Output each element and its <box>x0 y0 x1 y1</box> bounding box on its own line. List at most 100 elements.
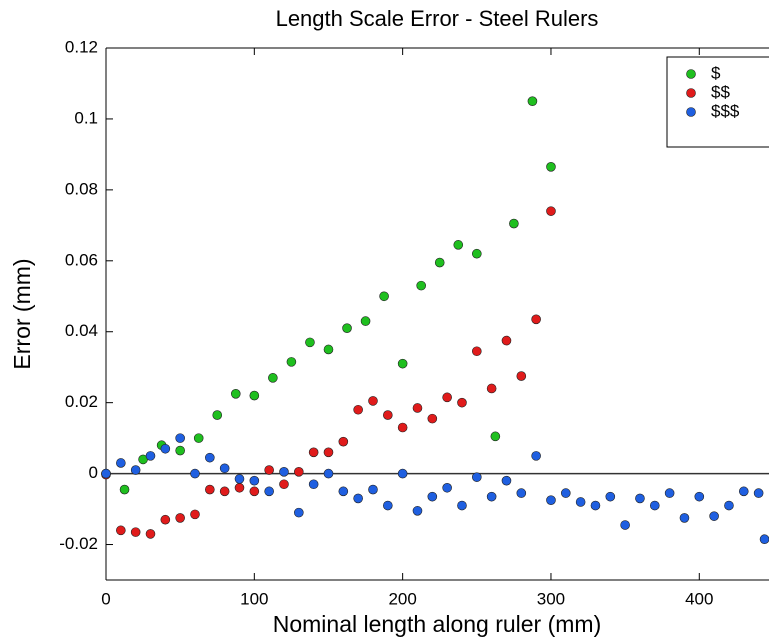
legend-box <box>666 56 769 148</box>
legend-marker <box>686 88 696 98</box>
data-point <box>397 422 408 433</box>
legend-label: $ <box>711 63 721 82</box>
data-point <box>294 507 304 518</box>
data-point <box>308 447 319 458</box>
data-point <box>294 467 304 477</box>
data-point <box>190 468 200 479</box>
data-point <box>383 500 393 511</box>
data-point <box>605 491 616 502</box>
data-point <box>338 436 349 447</box>
data-point <box>501 475 512 486</box>
data-point <box>546 206 556 216</box>
data-point <box>531 314 541 325</box>
data-point <box>664 488 675 498</box>
x-axis-label: Nominal length along ruler (mm) <box>273 611 602 637</box>
data-point <box>249 486 260 497</box>
data-point <box>575 497 586 507</box>
legend-marker <box>686 69 696 79</box>
data-point <box>490 431 501 442</box>
data-point <box>427 491 438 502</box>
data-point <box>560 488 571 498</box>
data-point <box>501 335 512 346</box>
data-point <box>434 257 445 268</box>
data-point <box>190 509 200 520</box>
data-point <box>442 482 452 493</box>
data-point <box>249 475 260 486</box>
data-point <box>649 500 660 511</box>
data-point <box>160 443 171 454</box>
data-point <box>342 323 352 333</box>
data-point <box>679 513 690 523</box>
data-point <box>486 383 497 394</box>
data-point <box>509 218 519 229</box>
y-tick-label: 0 <box>89 463 98 482</box>
y-tick-label: 0.06 <box>65 250 98 269</box>
data-point <box>234 474 245 484</box>
legend-label: $$$ <box>711 101 740 120</box>
data-point <box>753 488 764 498</box>
data-point <box>353 404 363 415</box>
data-point <box>323 344 334 355</box>
data-point <box>360 316 371 326</box>
data-point <box>472 472 482 482</box>
y-tick-label: 0.12 <box>65 37 98 56</box>
data-point <box>175 445 185 456</box>
data-point <box>383 410 393 420</box>
data-point <box>397 468 408 479</box>
data-point <box>308 479 319 490</box>
x-tick-label: 0 <box>101 589 110 608</box>
data-point <box>212 410 223 420</box>
data-point <box>145 451 156 461</box>
data-point <box>193 433 204 443</box>
data-point <box>724 500 734 511</box>
data-point <box>759 534 769 545</box>
data-point <box>323 447 334 458</box>
data-point <box>416 280 426 291</box>
y-tick-label: 0.04 <box>65 321 98 340</box>
data-point <box>268 373 278 383</box>
data-point <box>635 493 645 504</box>
data-point <box>175 433 185 443</box>
data-point <box>368 484 378 495</box>
data-point <box>286 357 297 367</box>
legend: $$$$$$ <box>666 56 769 148</box>
x-tick-label: 200 <box>388 589 416 608</box>
data-point <box>353 493 363 504</box>
data-point <box>119 484 130 495</box>
data-point <box>442 392 452 403</box>
data-point <box>472 346 482 357</box>
x-tick-label: 100 <box>240 589 268 608</box>
data-point <box>397 358 408 369</box>
data-point <box>160 514 171 525</box>
data-point <box>368 396 378 406</box>
data-point <box>457 397 467 408</box>
x-tick-label: 400 <box>685 589 713 608</box>
data-point <box>145 529 156 539</box>
data-point <box>486 491 497 502</box>
data-point <box>516 488 527 498</box>
y-axis-label: Error (mm) <box>9 258 35 369</box>
data-point <box>531 451 541 461</box>
data-point <box>709 511 719 521</box>
data-point <box>264 465 274 475</box>
data-point <box>738 486 749 497</box>
data-point <box>694 491 705 502</box>
data-point <box>130 527 141 537</box>
data-point <box>472 248 482 259</box>
y-tick-label: 0.1 <box>74 108 98 127</box>
data-point <box>427 413 438 424</box>
data-point <box>305 337 315 348</box>
data-point <box>516 371 527 381</box>
data-point <box>264 486 274 497</box>
data-point <box>230 388 241 399</box>
data-point <box>620 520 630 530</box>
legend-marker <box>686 107 696 117</box>
legend-label: $$ <box>711 82 730 101</box>
data-point <box>279 479 289 490</box>
data-point <box>412 403 423 413</box>
y-tick-label: 0.02 <box>65 392 98 411</box>
chart-title: Length Scale Error - Steel Rulers <box>276 6 599 31</box>
data-point <box>234 482 245 493</box>
data-point <box>175 513 185 523</box>
y-tick-label: -0.02 <box>59 534 98 553</box>
